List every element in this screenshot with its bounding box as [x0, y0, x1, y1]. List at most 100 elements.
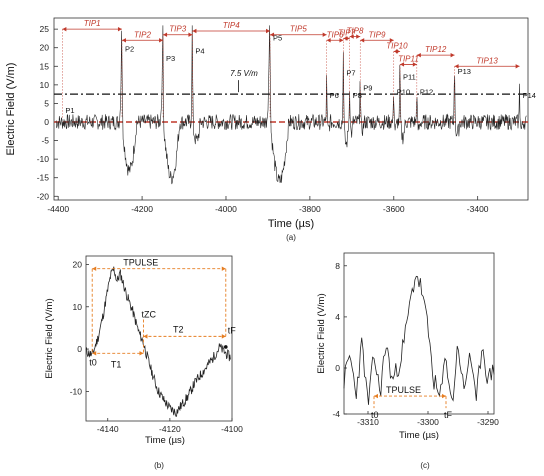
panel-c-x-tick-label: -3300	[417, 417, 439, 427]
panel-c-y-ticks: -4 0 4 8	[332, 261, 347, 419]
panel-a-tip-arrowhead	[400, 62, 405, 67]
panel-c-y-tick-label: -4	[332, 409, 340, 419]
panel-c-y-tick-label: 8	[335, 261, 340, 271]
panel-a-y-axis-label: Electric Field (V/m)	[5, 63, 17, 156]
panel-a-y-tick-label: -5	[41, 136, 49, 146]
panel-a-y-tick-label: 25	[40, 24, 50, 34]
panel-a-tip-arrowhead	[412, 62, 417, 67]
panel-a-tip-arrowhead	[117, 26, 122, 32]
panel-b-arrowhead	[92, 351, 97, 356]
panel-a-tip-arrowhead	[515, 64, 520, 69]
panel-c-x-ticks: -3310 -3300 -3290	[357, 411, 499, 427]
panel-b-annotations: TPULSE t0 tZC tF T1 T2	[89, 258, 236, 370]
panel-a-caption: (a)	[286, 233, 296, 242]
panel-a: -20 -15 -10 -5 0 5 10 15 20 25 -4400 -4200 -4000 -38…	[5, 17, 536, 230]
panel-c-y-axis-label: Electric Field (V/m)	[316, 293, 327, 373]
panel-b-caption: (b)	[154, 461, 164, 470]
panel-b-x-tick-label: -4100	[221, 424, 243, 434]
panel-a-y-tick-label: 0	[44, 117, 49, 127]
panel-a-tip-arrowhead	[360, 38, 365, 43]
panel-a-tip-arrowhead	[62, 26, 67, 32]
panel-a-x-ticks: -4400 -4200 -4000 -3800 -3600 -3400	[47, 196, 489, 214]
panel-c-x-tick-label: -3290	[477, 417, 499, 427]
panel-c-t0-label: t0	[371, 410, 379, 420]
panel-a-peak-label: P3	[166, 54, 175, 63]
panel-b-y-tick-label: -10	[70, 386, 83, 396]
panel-a-tip-label: TIP13	[476, 56, 498, 65]
panel-a-tip-arrowhead	[163, 32, 168, 37]
panel-a-peak-label: P4	[195, 46, 204, 55]
panel-a-peak-label: P6	[330, 91, 339, 100]
panel-a-tip-arrowhead	[188, 32, 193, 37]
panel-a-tip-label: TIP5	[290, 25, 307, 34]
panel-a-x-tick-label: -4200	[131, 204, 153, 214]
panel-b-t0-label: t0	[89, 357, 97, 367]
panel-c-caption: (c)	[420, 461, 430, 470]
panel-a-tip-label: TIP10	[386, 41, 408, 50]
panel-a-y-tick-label: -20	[37, 191, 50, 201]
panel-b-tf-point	[223, 345, 228, 349]
panel-a-tip-label: TIP4	[223, 21, 240, 30]
panel-a-tip-arrowhead	[454, 64, 459, 69]
panel-a-tip-label: TIP11	[398, 54, 419, 63]
panel-a-y-tick-label: 5	[44, 98, 49, 108]
panel-b-arrowhead	[143, 334, 148, 339]
panel-b-y-tick-label: 20	[73, 259, 83, 269]
panel-a-tip-arrowhead	[356, 34, 361, 39]
panel-a-y-tick-label: 15	[40, 61, 50, 71]
panel-a-peak-label: P7	[346, 69, 355, 78]
panel-b-y-axis-label: Electric Field (V/m)	[44, 298, 55, 378]
panel-a-y-tick-label: 10	[40, 80, 50, 90]
panel-a-x-tick-label: -4000	[215, 204, 237, 214]
panel-a-x-tick-label: -3800	[299, 204, 321, 214]
panel-a-tip-arrowhead	[192, 28, 197, 34]
panel-a-y-ticks: -20 -15 -10 -5 0 5 10 15 20 25	[37, 24, 58, 201]
panel-c-arrowhead	[374, 393, 378, 399]
panel-a-peak-label: P12	[420, 87, 433, 96]
panel-a-tip-arrowhead	[121, 38, 126, 43]
panel-a-y-tick-label: -10	[37, 154, 50, 164]
panel-a-x-tick-label: -3600	[383, 204, 405, 214]
panel-a-tip-label: TIP8	[347, 27, 364, 36]
panel-a-peak-label: P8	[353, 91, 362, 100]
panel-a-peak-label: P1	[65, 106, 74, 115]
panel-a-x-tick-label: -4400	[47, 204, 69, 214]
panel-a-threshold-label: 7.5 V/m	[230, 69, 258, 78]
panel-b-x-ticks: -4140 -4120 -4100	[97, 418, 243, 434]
panel-b-y-tick-label: 0	[77, 344, 82, 354]
panel-a-peak-label: P9	[363, 84, 372, 93]
panel-a-peak-label: P10	[397, 87, 410, 96]
panel-c-tf-label: tF	[444, 410, 453, 420]
panel-a-tip-label: TIP1	[84, 19, 101, 28]
panel-b-arrowhead	[92, 266, 97, 271]
panel-c-x-tick-label: -3310	[357, 417, 379, 427]
panel-c-x-axis-label: Time (µs)	[399, 430, 439, 441]
panel-a-tip-label: TIP9	[369, 30, 386, 39]
panel-b-arrowhead	[139, 351, 144, 356]
panel-a-peak-label: P11	[403, 72, 416, 81]
panel-a-waveform-trace	[55, 25, 527, 185]
panel-c: -4 0 4 8 -3310 -3300 -3290 TPULSE t0 tF Time …	[316, 252, 499, 441]
panel-c-y-tick-label: 4	[335, 312, 340, 322]
panel-a-frame	[53, 17, 529, 201]
panel-a-tip-arrowhead	[345, 36, 350, 41]
panel-a-x-axis-label: Time (µs)	[268, 218, 314, 230]
panel-b-frame	[85, 255, 233, 422]
panel-a-peak-label: P14	[523, 91, 536, 100]
panel-a-x-tick-label: -3400	[467, 204, 489, 214]
panel-c-arrowhead	[442, 393, 446, 399]
panel-c-y-tick-label: 0	[335, 363, 340, 373]
panel-b-arrowhead	[221, 266, 226, 271]
panel-b-arrowhead	[221, 334, 226, 339]
panel-b-t2-label: T2	[173, 324, 184, 334]
panel-c-annotations: TPULSE t0 tF	[371, 385, 453, 420]
panel-a-tip-arrowhead	[389, 38, 394, 43]
panel-a-tip-arrowhead	[349, 34, 354, 39]
panel-a-tip-arrowhead	[326, 38, 331, 43]
panel-a-y-tick-label: -15	[37, 173, 50, 183]
panel-a-tip-arrowhead	[396, 49, 401, 54]
panel-b-tzc-label: tZC	[141, 309, 156, 319]
panel-a-tip-label: TIP12	[425, 45, 447, 54]
